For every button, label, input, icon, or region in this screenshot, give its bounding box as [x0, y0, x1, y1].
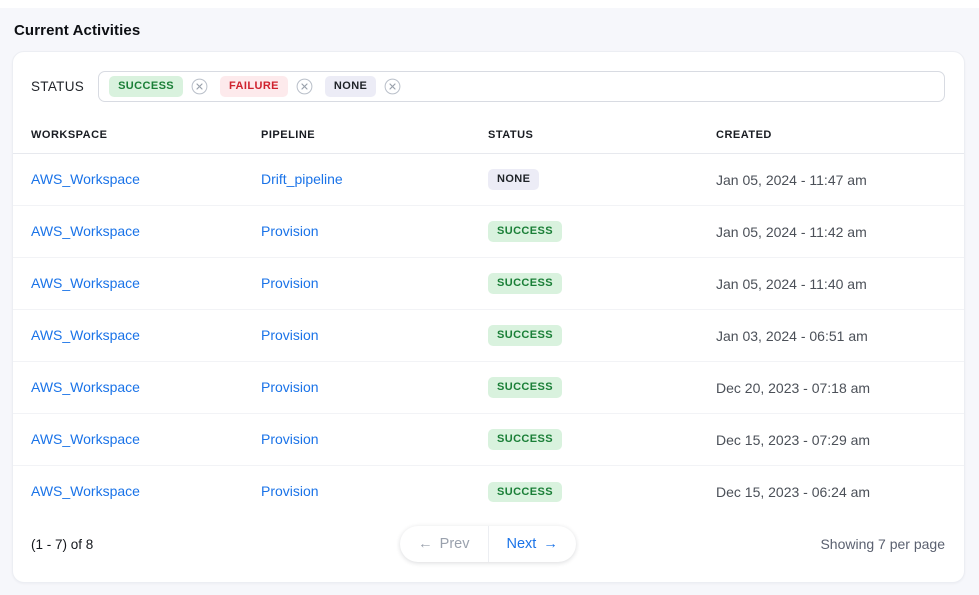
arrow-left-icon: ←	[418, 536, 433, 552]
current-activities-section: Current Activities STATUS SUCCESS FAILUR…	[0, 8, 979, 595]
created-timestamp: Dec 15, 2023 - 06:24 am	[716, 484, 871, 500]
status-badge: SUCCESS	[488, 273, 562, 294]
pipeline-link[interactable]: Provision	[261, 378, 319, 395]
status-badge: SUCCESS	[488, 221, 562, 242]
pipeline-link[interactable]: Provision	[261, 326, 319, 343]
created-timestamp: Dec 15, 2023 - 07:29 am	[716, 431, 871, 448]
status-filter-input[interactable]: SUCCESS FAILURE NONE	[98, 71, 945, 102]
pipeline-link[interactable]: Provision	[261, 222, 319, 239]
status-badge: SUCCESS	[488, 429, 562, 450]
filter-tag-failure: FAILURE	[220, 76, 288, 97]
workspace-link[interactable]: AWS_Workspace	[31, 430, 140, 447]
created-timestamp: Jan 05, 2024 - 11:42 am	[716, 223, 867, 240]
filter-tag-none: NONE	[324, 76, 377, 97]
status-badge: SUCCESS	[488, 481, 562, 503]
table-row: AWS_Workspace Provision SUCCESS Jan 03, …	[13, 310, 964, 362]
pagination-control: ← Prev Next →	[400, 526, 576, 562]
status-badge: SUCCESS	[488, 325, 562, 346]
created-timestamp: Dec 20, 2023 - 07:18 am	[716, 379, 871, 396]
activities-card: STATUS SUCCESS FAILURE NONE WORKSPACE	[12, 51, 965, 583]
column-header-workspace: WORKSPACE	[31, 128, 108, 141]
remove-success-tag-icon[interactable]	[191, 78, 208, 95]
status-badge: SUCCESS	[488, 377, 562, 398]
prev-button-label: Prev	[439, 536, 470, 552]
table-row: AWS_Workspace Provision SUCCESS Jan 05, …	[13, 258, 964, 310]
table-header-row: WORKSPACE PIPELINE STATUS CREATED	[13, 116, 964, 154]
top-strip	[0, 0, 979, 8]
workspace-link[interactable]: AWS_Workspace	[31, 274, 140, 291]
created-timestamp: Jan 05, 2024 - 11:47 am	[716, 171, 867, 188]
column-header-pipeline: PIPELINE	[261, 128, 316, 141]
status-badge: NONE	[488, 169, 540, 190]
table-footer: (1 - 7) of 8 ← Prev Next → Showing 7 per…	[13, 526, 964, 582]
table-row: AWS_Workspace Drift_pipeline NONE Jan 05…	[13, 154, 964, 206]
table-row: AWS_Workspace Provision SUCCESS Dec 15, …	[13, 466, 964, 518]
next-button[interactable]: Next →	[489, 526, 576, 562]
workspace-link[interactable]: AWS_Workspace	[31, 326, 140, 343]
status-filter-row: STATUS SUCCESS FAILURE NONE	[13, 52, 964, 102]
next-button-label: Next	[506, 536, 537, 552]
created-timestamp: Jan 05, 2024 - 11:40 am	[716, 275, 867, 292]
column-header-status: STATUS	[488, 128, 534, 141]
created-timestamp: Jan 03, 2024 - 06:51 am	[716, 327, 868, 344]
pipeline-link[interactable]: Provision	[261, 483, 319, 499]
workspace-link[interactable]: AWS_Workspace	[31, 483, 140, 499]
table-row: AWS_Workspace Provision SUCCESS Jan 05, …	[13, 206, 964, 258]
prev-button[interactable]: ← Prev	[400, 526, 489, 562]
page-title: Current Activities	[14, 22, 141, 39]
per-page-text: Showing 7 per page	[820, 536, 945, 552]
table-row: AWS_Workspace Provision SUCCESS Dec 15, …	[13, 414, 964, 466]
status-filter-label: STATUS	[31, 79, 85, 94]
workspace-link[interactable]: AWS_Workspace	[31, 170, 140, 187]
table-row: AWS_Workspace Provision SUCCESS Dec 20, …	[13, 362, 964, 414]
column-header-created: CREATED	[716, 128, 772, 141]
pipeline-link[interactable]: Drift_pipeline	[261, 170, 343, 187]
remove-none-tag-icon[interactable]	[384, 78, 401, 95]
workspace-link[interactable]: AWS_Workspace	[31, 378, 140, 395]
pipeline-link[interactable]: Provision	[261, 430, 319, 447]
remove-failure-tag-icon[interactable]	[296, 78, 313, 95]
arrow-right-icon: →	[543, 536, 558, 552]
workspace-link[interactable]: AWS_Workspace	[31, 222, 140, 239]
activities-table: WORKSPACE PIPELINE STATUS CREATED AWS_Wo…	[13, 116, 964, 526]
filter-tag-success: SUCCESS	[109, 76, 184, 97]
pagination-range: (1 - 7) of 8	[31, 536, 94, 552]
pipeline-link[interactable]: Provision	[261, 274, 319, 291]
